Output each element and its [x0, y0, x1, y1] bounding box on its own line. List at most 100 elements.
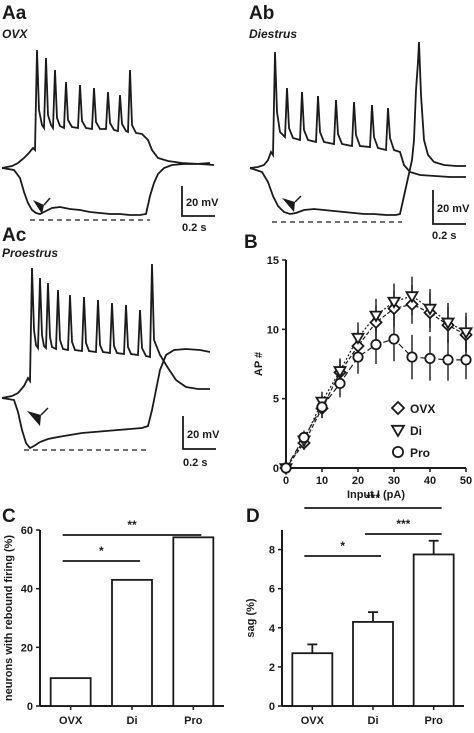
- condition-label-ac: Proestrus: [2, 246, 58, 260]
- x-tick-label-b: 40: [424, 475, 436, 487]
- data-point-di: [386, 296, 402, 309]
- data-point-di: [458, 327, 474, 340]
- bar-c-pro: [172, 536, 215, 707]
- data-point-di: [404, 291, 420, 304]
- significance-label-c: *: [99, 544, 104, 558]
- data-point-pro: [352, 351, 364, 363]
- panel-ac: Ac Proestrus 20 mV 0.2 s: [1, 225, 220, 469]
- x-tick-label-b: 30: [388, 475, 400, 487]
- data-point-pro: [406, 351, 418, 363]
- category-label-d: Pro: [424, 715, 443, 727]
- y-tick-label-b: 5: [273, 394, 279, 406]
- data-point-di: [422, 303, 438, 316]
- scale-voltage-ac: 20 mV: [187, 429, 220, 441]
- y-tick-label-d: 2: [269, 662, 275, 674]
- panel-ab: Ab Diestrus 20 mV 0.2 s: [249, 3, 470, 242]
- condition-label-aa: OVX: [2, 27, 28, 41]
- trace-hyperpolarizing-aa: [1, 162, 211, 216]
- category-label-c: Di: [127, 715, 138, 727]
- data-point-pro: [388, 333, 400, 345]
- trace-hyperpolarizing-ac: [1, 348, 211, 450]
- y-axis-label-b: AP #: [253, 352, 265, 376]
- data-point-di: [332, 366, 348, 379]
- sag-arrow-shaft: [43, 197, 51, 206]
- data-point-pro: [370, 339, 382, 351]
- panel-label-ac: Ac: [2, 225, 27, 246]
- panel-label-b: B: [244, 232, 258, 253]
- y-tick-label-b: 15: [267, 255, 279, 267]
- bar-c-ovx: [49, 677, 92, 707]
- legend-marker-di: [390, 424, 406, 438]
- data-point-di: [350, 332, 366, 345]
- category-label-c: OVX: [59, 715, 83, 727]
- x-tick-label-b: 0: [283, 475, 289, 487]
- scale-time-ac: 0.2 s: [183, 457, 207, 469]
- data-point-di: [368, 310, 384, 323]
- scale-bar-ab: [432, 190, 466, 225]
- panel-label-c: C: [2, 506, 16, 527]
- chart-c: 0 20 40 60 OVX Di Pro neurons with rebound firi…: [3, 518, 224, 727]
- data-point-pro: [298, 431, 310, 444]
- y-tick-label-c: 60: [21, 525, 33, 537]
- category-label-d: OVX: [301, 715, 325, 727]
- trace-depolarizing-ab: [249, 51, 466, 178]
- y-tick-label-c: 20: [21, 642, 33, 654]
- significance-label-d: ***: [366, 491, 380, 505]
- sag-arrow-icon: [27, 411, 41, 426]
- bar-d-di: [352, 621, 394, 707]
- trace-depolarizing-ac: [1, 263, 210, 399]
- data-point-pro: [460, 354, 472, 366]
- bar-c-di: [111, 578, 153, 707]
- scale-voltage-aa: 20 mV: [186, 197, 219, 209]
- panel-label-ab: Ab: [249, 3, 274, 24]
- data-point-di: [440, 317, 456, 330]
- scale-time-aa: 0.2 s: [182, 222, 206, 234]
- sag-arrow-icon: [33, 200, 44, 214]
- data-point-pro: [316, 401, 328, 413]
- legend-marker-pro: [391, 445, 404, 458]
- y-tick-label-c: 40: [21, 584, 33, 596]
- legend-label-di: Di: [410, 424, 422, 438]
- panel-aa: Aa OVX 20 mV 0.2 s: [1, 3, 219, 234]
- category-label-d: Di: [368, 715, 379, 727]
- data-point-pro: [334, 377, 346, 389]
- condition-label-ab: Diestrus: [249, 27, 297, 41]
- scale-bar-ac: [182, 416, 216, 450]
- legend-label-pro: Pro: [410, 446, 430, 460]
- y-tick-label-d: 4: [269, 623, 276, 635]
- legend-marker-ovx: [390, 400, 406, 416]
- data-point-pro: [280, 462, 292, 474]
- x-tick-label-b: 10: [316, 475, 328, 487]
- y-tick-label-d: 0: [269, 701, 275, 713]
- data-point-pro: [442, 354, 454, 366]
- sag-arrow-shaft: [40, 407, 49, 416]
- significance-label-d: ***: [396, 517, 410, 531]
- bar-d-pro: [412, 553, 455, 707]
- significance-label-d: *: [340, 539, 345, 553]
- x-tick-label-b: 20: [352, 475, 364, 487]
- trace-depolarizing-aa: [1, 49, 215, 169]
- y-tick-label-d: 8: [269, 545, 275, 557]
- scale-bar-aa: [181, 186, 215, 217]
- scale-time-ab: 0.2 s: [432, 230, 456, 242]
- y-tick-label-b: 0: [273, 463, 279, 475]
- y-axis-label-d: sag (%): [245, 598, 257, 637]
- significance-label-c: **: [127, 518, 137, 532]
- y-tick-label-b: 10: [267, 324, 279, 336]
- chart-b: 0 5 10 15 0 10 20 30 40 50 Input I (pA) AP # OVX Di Pr…: [253, 255, 474, 501]
- x-axis-label-b: Input I (pA): [347, 489, 405, 501]
- y-tick-label-c: 0: [27, 701, 33, 713]
- y-tick-label-d: 6: [269, 584, 275, 596]
- panel-label-aa: Aa: [2, 3, 27, 24]
- sag-arrow-icon: [282, 198, 295, 212]
- sag-arrow-shaft: [294, 195, 302, 203]
- x-tick-label-b: 50: [460, 475, 472, 487]
- scale-voltage-ab: 20 mV: [437, 203, 470, 215]
- y-axis-label-c: neurons with rebound firing (%): [3, 535, 15, 702]
- data-point-ovx: [351, 339, 365, 353]
- category-label-c: Pro: [184, 715, 203, 727]
- panel-label-d: D: [246, 506, 260, 527]
- legend-label-ovx: OVX: [410, 402, 435, 416]
